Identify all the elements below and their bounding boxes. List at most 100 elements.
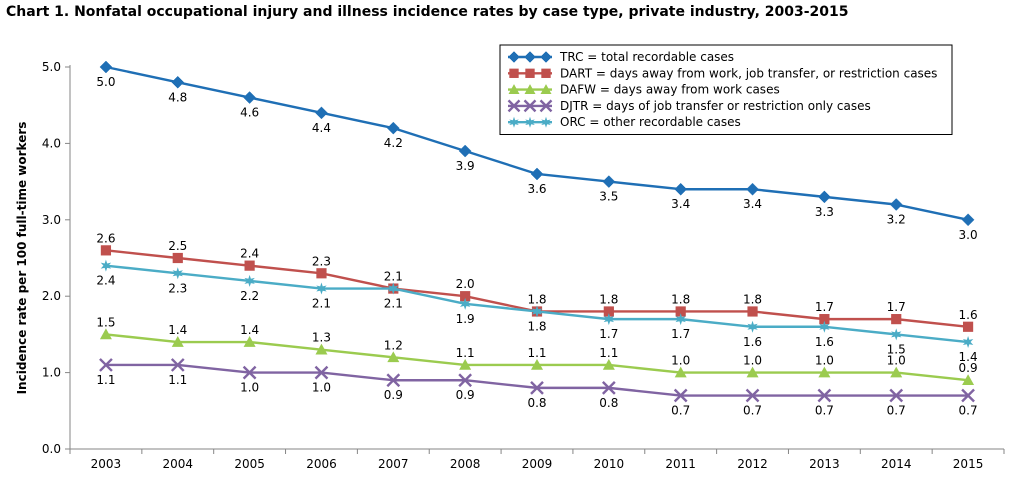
data-point-diamond [99, 60, 113, 74]
data-label-triangle: 1.4 [168, 323, 187, 337]
data-point-triangle [818, 366, 831, 378]
data-label-triangle: 1.3 [312, 331, 331, 345]
data-point-star [531, 305, 543, 318]
legend-label-square: DART = days away from work, job transfer… [560, 66, 937, 80]
data-point-triangle [243, 336, 256, 347]
data-label-square: 2.1 [384, 270, 403, 284]
data-label-square: 1.8 [527, 292, 546, 306]
legend-marker-diamond [524, 51, 536, 63]
data-point-diamond [243, 91, 256, 104]
data-label-triangle: 0.9 [959, 361, 978, 375]
data-point-x [745, 388, 760, 403]
x-tick-label: 2012 [737, 457, 768, 471]
legend-marker-triangle [508, 84, 520, 94]
x-tick-label: 2009 [522, 457, 553, 471]
data-label-diamond: 3.9 [456, 159, 475, 173]
data-label-star: 1.5 [887, 342, 906, 356]
data-point-square [819, 314, 830, 325]
data-label-diamond: 3.4 [671, 197, 690, 211]
data-point-star [675, 313, 686, 326]
data-label-diamond: 4.6 [240, 106, 259, 120]
data-label-square: 2.3 [312, 254, 331, 268]
data-label-x: 0.7 [743, 404, 762, 418]
legend-label-triangle: DAFW = days away from work cases [560, 83, 780, 97]
data-point-triangle [459, 358, 472, 370]
data-point-triangle [746, 366, 759, 378]
legend-marker-square [509, 68, 519, 78]
data-label-triangle: 1.1 [527, 346, 546, 360]
y-tick-label: 4.0 [42, 136, 61, 150]
data-label-diamond: 3.3 [815, 205, 834, 219]
data-point-x [99, 358, 113, 372]
data-point-diamond [386, 121, 400, 135]
data-label-star: 1.6 [743, 335, 762, 349]
data-label-triangle: 1.5 [96, 315, 115, 329]
data-label-triangle: 1.2 [384, 338, 403, 352]
data-label-diamond: 3.6 [527, 182, 546, 196]
data-point-diamond [818, 190, 831, 204]
data-point-star [962, 336, 974, 349]
x-tick-label: 2013 [809, 457, 840, 471]
data-label-square: 2.4 [240, 247, 259, 261]
data-point-square [675, 306, 686, 317]
x-tick-label: 2014 [881, 457, 912, 471]
data-point-x [170, 358, 185, 372]
data-label-diamond: 3.5 [599, 190, 618, 204]
data-point-square [244, 260, 255, 271]
data-point-square [962, 321, 974, 332]
data-point-diamond [171, 75, 185, 89]
data-label-diamond: 4.2 [384, 136, 403, 150]
data-point-star [388, 282, 399, 295]
data-label-star: 1.7 [599, 327, 618, 341]
data-point-triangle [674, 366, 687, 378]
data-point-x [961, 388, 975, 403]
data-point-diamond [458, 144, 472, 158]
data-point-triangle [962, 374, 975, 386]
data-point-diamond [315, 106, 328, 120]
data-label-triangle: 1.1 [599, 346, 618, 360]
data-label-square: 1.7 [887, 300, 906, 314]
data-point-x [386, 373, 401, 388]
data-point-x [889, 388, 904, 403]
legend-marker-square [525, 68, 535, 78]
data-point-diamond [961, 213, 975, 227]
data-label-square: 1.8 [671, 292, 690, 306]
data-label-x: 0.7 [671, 404, 690, 418]
data-point-diamond [674, 182, 688, 196]
y-tick-label: 3.0 [42, 213, 61, 227]
data-point-star [316, 282, 327, 295]
data-label-x: 1.1 [96, 373, 115, 387]
data-point-star [100, 259, 112, 272]
data-label-star: 2.3 [168, 281, 187, 295]
data-point-square [316, 268, 327, 279]
data-labels-layer: 5.0 4.8 4.6 4.4 4.2 3.9 3.6 3.5 3.4 3.4 3.3 3.2 3.0 2… [96, 75, 977, 418]
legend-marker-square [541, 68, 551, 78]
x-tick-label: 2010 [594, 457, 625, 471]
data-label-diamond: 5.0 [96, 75, 115, 89]
data-point-x [673, 388, 688, 403]
data-point-square [747, 306, 758, 317]
data-label-diamond: 3.0 [959, 228, 978, 242]
legend-marker-x [507, 99, 521, 113]
data-point-triangle [890, 366, 903, 378]
data-label-triangle: 1.0 [887, 354, 906, 368]
data-label-x: 0.7 [959, 404, 978, 418]
data-point-triangle [602, 358, 615, 370]
data-point-x [314, 365, 329, 380]
data-label-square: 1.8 [599, 292, 618, 306]
data-label-diamond: 3.2 [887, 213, 906, 227]
x-tick-label: 2006 [306, 457, 337, 471]
data-point-star [603, 313, 615, 326]
data-label-star: 2.2 [240, 289, 259, 303]
data-point-star [244, 274, 255, 287]
legend-marker-star [509, 116, 519, 128]
data-point-triangle [99, 328, 112, 340]
y-tick-label: 1.0 [42, 366, 61, 380]
data-point-star [172, 267, 183, 280]
data-label-star: 1.8 [527, 319, 546, 333]
x-tick-label: 2004 [162, 457, 193, 471]
legend-marker-star [525, 116, 535, 128]
data-point-star [891, 328, 902, 341]
series-diamond [99, 60, 975, 227]
